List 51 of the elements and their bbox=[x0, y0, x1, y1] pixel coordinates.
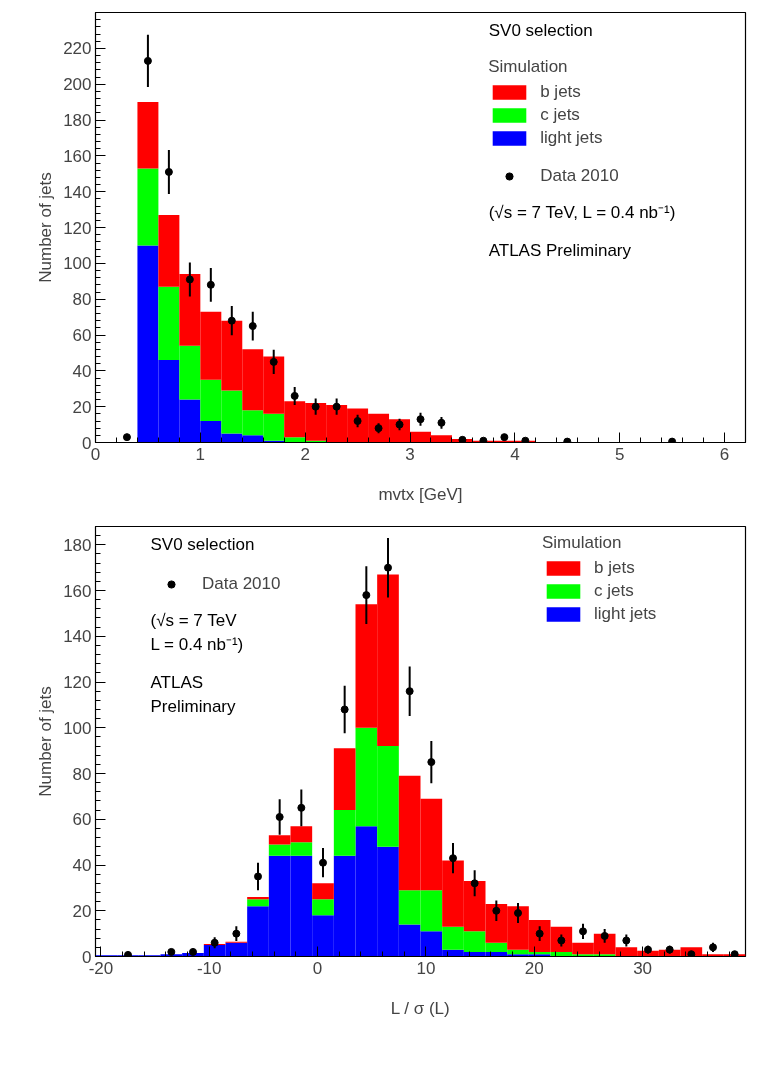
y-tick-label: 80 bbox=[72, 764, 92, 784]
annotation: (√s = 7 TeV, L = 0.4 nb⁻¹) bbox=[488, 202, 676, 222]
annotation: ATLAS Preliminary bbox=[488, 240, 632, 260]
y-tick-label: 20 bbox=[72, 397, 92, 417]
x-tick-label: 2 bbox=[300, 444, 310, 464]
y-tick-label: 60 bbox=[72, 326, 92, 345]
y-tick-label: 40 bbox=[72, 856, 92, 876]
legend-label: c jets bbox=[540, 105, 580, 125]
y-tick-label: 140 bbox=[63, 627, 92, 647]
legend-label: Data 2010 bbox=[540, 166, 619, 186]
annotation: (√s = 7 TeV L = 0.4 nb⁻¹) bbox=[150, 610, 244, 654]
y-tick-label: 160 bbox=[63, 146, 92, 166]
annotation: SV0 selection bbox=[488, 20, 593, 40]
x-tick-label: 1 bbox=[195, 444, 206, 464]
y-tick-label: 40 bbox=[72, 361, 92, 381]
x-axis-title: mvtx [GeV] bbox=[378, 484, 463, 504]
y-tick-label: 60 bbox=[72, 810, 92, 830]
x-tick-label: 3 bbox=[405, 444, 415, 464]
y-tick-label: 120 bbox=[63, 673, 92, 693]
y-tick-label: 20 bbox=[72, 901, 92, 921]
x-tick-label: 6 bbox=[719, 444, 730, 464]
annotation: SV0 selection bbox=[150, 534, 255, 554]
y-axis-title: Number of jets bbox=[36, 686, 56, 797]
x-axis-title: L / σ (L) bbox=[390, 998, 450, 1018]
legend-label: c jets bbox=[594, 581, 634, 601]
y-tick-label: 100 bbox=[63, 254, 92, 274]
x-tick-label: 20 bbox=[524, 958, 544, 978]
y-tick-label: 80 bbox=[72, 290, 92, 310]
x-tick-label: 30 bbox=[633, 958, 653, 978]
y-tick-label: 180 bbox=[63, 535, 92, 555]
legend-title: Simulation bbox=[488, 57, 569, 77]
x-tick-label: 0 bbox=[312, 958, 323, 978]
x-tick-label: 5 bbox=[614, 444, 625, 464]
x-tick-label: -10 bbox=[196, 958, 222, 978]
legend-title: Simulation bbox=[542, 533, 623, 553]
legend-label: light jets bbox=[540, 128, 603, 148]
y-tick-label: 200 bbox=[63, 75, 92, 95]
legend-label: light jets bbox=[594, 604, 657, 624]
y-tick-label: 120 bbox=[63, 218, 92, 238]
legend-label: b jets bbox=[540, 82, 581, 102]
annotation: ATLAS Preliminary bbox=[150, 672, 237, 716]
y-tick-label: 160 bbox=[63, 581, 92, 601]
y-tick-label: 140 bbox=[63, 182, 92, 202]
y-axis-title: Number of jets bbox=[36, 172, 56, 283]
legend-label: b jets bbox=[594, 558, 635, 578]
x-tick-label: 4 bbox=[510, 444, 520, 464]
x-tick-label: 10 bbox=[416, 958, 436, 978]
y-tick-label: 180 bbox=[63, 111, 92, 130]
legend-label: Data 2010 bbox=[202, 574, 281, 594]
y-tick-label: 100 bbox=[63, 718, 92, 738]
y-tick-label: 220 bbox=[63, 39, 92, 59]
